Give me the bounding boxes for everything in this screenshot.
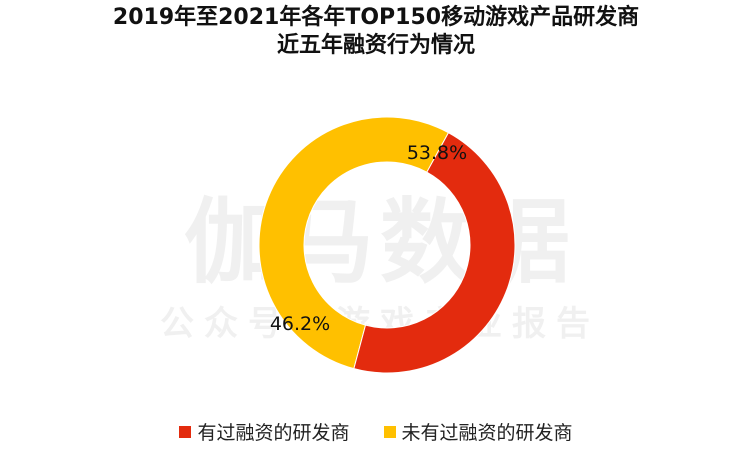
legend-label: 有过融资的研发商 [197,422,350,444]
legend-swatch [383,425,396,438]
legend-item-funded: 有过融资的研发商 [179,418,350,445]
legend-swatch [179,425,192,438]
chart-title-line1: 2019年至2021年各年TOP150移动游戏产品研发商 [112,5,640,30]
data-label-unfunded: 53.8% [407,142,467,164]
donut-slice-funded [353,132,516,374]
chart-title: 2019年至2021年各年TOP150移动游戏产品研发商 近五年融资行为情况 [0,4,752,60]
legend-item-unfunded: 未有过融资的研发商 [383,418,573,445]
legend-label: 未有过融资的研发商 [401,422,573,444]
data-label-funded: 46.2% [270,313,330,335]
donut-slice-unfunded [258,116,450,370]
chart-title-line2: 近五年融资行为情况 [276,33,475,58]
legend: 有过融资的研发商 未有过融资的研发商 [0,418,752,445]
